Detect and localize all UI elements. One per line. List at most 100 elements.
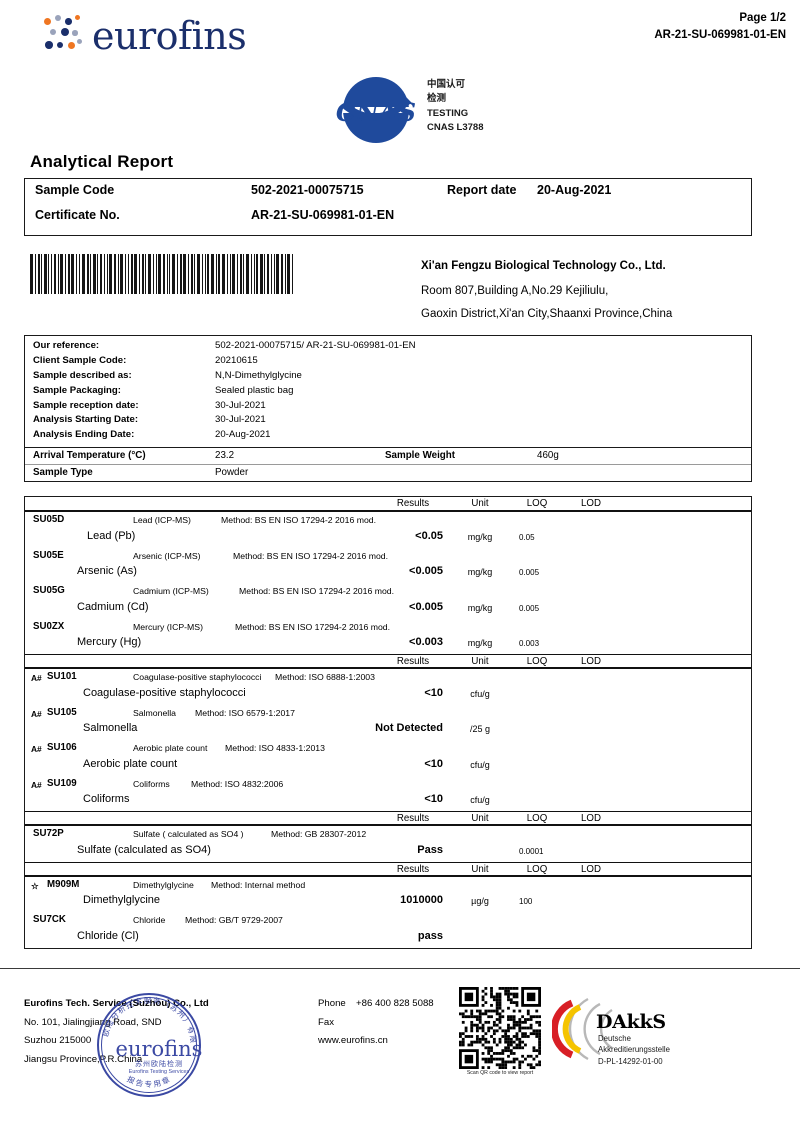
analyte-result-row: Aerobic plate count <10 cfu/g — [25, 756, 751, 776]
test-name: Dimethylglycine — [133, 879, 194, 890]
page-footer: Eurofins Tech. Service (Suzhou) Co., Ltd… — [0, 975, 800, 1115]
report-date-value: 20-Aug-2021 — [537, 183, 612, 197]
test-code: SU05G — [33, 585, 65, 596]
page-title: Analytical Report — [30, 152, 174, 171]
analyte-result: pass — [417, 929, 443, 942]
svg-text:报告专用章: 报告专用章 — [126, 1073, 173, 1089]
dakks-subtitle: Deutsche Akkreditierungsstelle D-PL-1429… — [598, 1033, 670, 1067]
test-name: Mercury (ICP-MS) — [133, 621, 203, 632]
analyte-result-row: Dimethylglycine 1010000 µg/g 100 — [25, 892, 751, 912]
test-name: Aerobic plate count — [133, 743, 208, 753]
client-name: Xi'an Fengzu Biological Technology Co., … — [421, 260, 666, 272]
client-address-block: Xi'an Fengzu Biological Technology Co., … — [421, 260, 781, 320]
header-report-number: AR-21-SU-069981-01-EN — [654, 28, 786, 41]
test-group-row: A# SU101 Coagulase-positive staphylococci M… — [25, 669, 751, 685]
test-method: Method: BS EN ISO 17294-2 2016 mod. — [239, 586, 395, 596]
test-method: Method: ISO 4833-1:2013 — [225, 743, 325, 753]
test-name: Sulfate ( calculated as SO4 ) — [133, 829, 244, 839]
page-header-right: Page 1/2 AR-21-SU-069981-01-EN — [654, 10, 786, 43]
cnas-accreditation-block: CNAS 中国认可 检测 TESTING CNAS L3788 — [335, 72, 555, 148]
test-code: SU106 — [47, 742, 77, 753]
qr-code[interactable] — [459, 987, 541, 1069]
test-code: SU101 — [47, 671, 77, 682]
test-group-row: SU7CK Chloride Method: GB/T 9729-2007 — [25, 912, 751, 928]
results-column-header: Results Unit LOQ LOD — [25, 811, 751, 826]
analyte-result-row: Coliforms <10 cfu/g — [25, 791, 751, 811]
analyte-name: Sulfate (calculated as SO4) — [77, 843, 211, 856]
analyte-result: <10 — [424, 757, 443, 770]
sample-details-table: Our reference: 502-2021-00075715/ AR-21-S… — [24, 335, 752, 483]
analyte-name: Chloride (Cl) — [77, 929, 139, 942]
detail-label: Sample reception date: — [33, 399, 139, 411]
cnas-line-cn2: 检测 — [427, 93, 447, 105]
detail-value: 30-Jul-2021 — [215, 399, 266, 411]
test-method: Method: BS EN ISO 17294-2 2016 mod. — [233, 550, 389, 561]
test-method: Method: ISO 4832:2006 — [191, 778, 284, 789]
cnas-line-cn1: 中国认可 — [427, 79, 466, 90]
detail-label: Analysis Ending Date: — [33, 429, 135, 441]
test-group-row: A# SU109 Coliforms Method: ISO 4832:2006 — [25, 776, 751, 792]
results-column-header: Results Unit LOQ LOD — [25, 654, 751, 669]
test-marker: A# — [31, 744, 42, 754]
arrival-temp-label: Arrival Temperature (°C) — [33, 450, 146, 462]
test-group-row: ☆ M909M Dimethylglycine Method: Internal me… — [25, 877, 751, 893]
col-header-loq: LOQ — [526, 498, 548, 509]
lab-address-line1: No. 101, Jialingjiang Road, SND — [24, 1016, 162, 1028]
col-header-results: Results — [396, 498, 430, 509]
test-code: SU72P — [33, 828, 64, 839]
eurofins-wordmark: eurofins — [92, 14, 247, 58]
col-header-lod: LOD — [581, 813, 601, 824]
website-link[interactable]: www.eurofins.cn — [318, 1035, 388, 1047]
qr-caption: Scan QR code to view report — [466, 1070, 534, 1076]
eurofins-logo: eurofins — [42, 14, 247, 58]
col-header-results: Results — [396, 656, 430, 667]
analyte-unit: mg/kg — [467, 602, 493, 613]
analyte-result-row: Lead (Pb) <0.05 mg/kg 0.05 — [25, 528, 751, 548]
stamp-cn-text: 苏州欧陆检测 — [135, 1060, 183, 1068]
dakks-wordmark: DAkkS — [596, 1011, 666, 1033]
col-header-lod: LOD — [581, 863, 601, 875]
eurofins-round-stamp: eurofins 苏州欧陆检测 Eurofins Testing Service… — [86, 993, 232, 1099]
detail-row: Sample reception date: 30-Jul-2021 — [25, 400, 751, 415]
results-column-header: Results Unit LOQ LOD — [25, 861, 751, 877]
lab-address-line3: Jiangsu Province,P.R.China — [24, 1054, 143, 1066]
test-method: Method: ISO 6579-1:2017 — [195, 707, 295, 718]
test-code: SU0ZX — [33, 620, 65, 632]
results-table: Results Unit LOQ LOD SU05D Lead (ICP-MS) Metho… — [24, 496, 752, 949]
test-group-row: SU0ZX Mercury (ICP-MS) Method: BS EN ISO 1… — [25, 619, 751, 635]
analyte-result-row: Mercury (Hg) <0.003 mg/kg 0.003 — [25, 634, 751, 654]
analyte-result-row: Sulfate (calculated as SO4) Pass 0.0001 — [25, 842, 751, 862]
detail-value: 502-2021-00075715/ AR-21-SU-069981-01-EN — [215, 340, 416, 351]
phone-value: +86 400 828 5088 — [356, 998, 434, 1009]
test-group-row: SU72P Sulfate ( calculated as SO4 ) Method… — [25, 826, 751, 842]
detail-row: Our reference: 502-2021-00075715/ AR-21-S… — [25, 340, 751, 355]
analyte-loq: 0.005 — [519, 568, 540, 577]
sample-barcode — [30, 254, 296, 294]
test-name: Coliforms — [133, 778, 170, 789]
col-header-unit: Unit — [471, 498, 489, 509]
client-address-line2: Gaoxin District,Xi'an City,Shaanxi Provi… — [421, 308, 673, 320]
analyte-result: <10 — [424, 686, 443, 699]
page-header: eurofins Page 1/2 AR-21-SU-069981-01-EN — [0, 0, 800, 72]
analyte-unit: cfu/g — [470, 795, 490, 805]
analyte-unit: /25 g — [469, 724, 491, 734]
analyte-result: <0.005 — [409, 565, 443, 577]
analyte-loq: 0.005 — [519, 603, 540, 613]
cnas-logo-icon: CNAS — [335, 74, 417, 146]
detail-row-sample-type: Sample Type Powder — [25, 465, 751, 481]
footer-divider — [0, 968, 800, 969]
lab-address-line2: Suzhou 215000 — [24, 1035, 92, 1047]
sample-weight-value: 460g — [537, 450, 559, 462]
test-method: Method: GB 28307-2012 — [271, 829, 367, 839]
col-header-loq: LOQ — [526, 656, 548, 667]
eurofins-dots-icon — [42, 14, 86, 58]
col-header-unit: Unit — [471, 813, 489, 824]
col-header-loq: LOQ — [526, 813, 548, 824]
cnas-line-testing: TESTING — [427, 107, 469, 119]
sample-type-label: Sample Type — [33, 467, 93, 479]
analyte-result-row: Cadmium (Cd) <0.005 mg/kg 0.005 — [25, 599, 751, 619]
test-marker: A# — [31, 673, 42, 683]
test-marker: A# — [31, 779, 42, 790]
analyte-unit: cfu/g — [470, 688, 490, 699]
